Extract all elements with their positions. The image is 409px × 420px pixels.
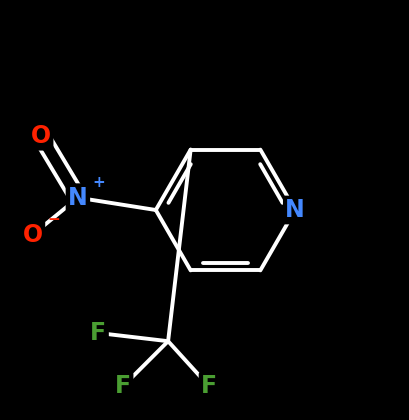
Text: +: + <box>92 175 106 189</box>
Text: O: O <box>22 223 43 247</box>
Text: −: − <box>47 212 61 226</box>
Text: N: N <box>285 198 304 222</box>
Text: F: F <box>200 374 217 398</box>
Text: F: F <box>115 374 131 398</box>
Text: N: N <box>68 186 88 210</box>
Text: F: F <box>90 321 106 345</box>
Text: O: O <box>31 124 51 148</box>
